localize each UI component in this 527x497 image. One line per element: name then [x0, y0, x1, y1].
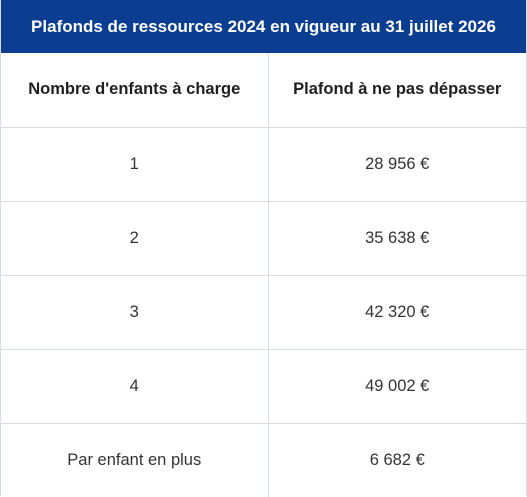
cell-children-count: 4	[1, 349, 268, 424]
cell-children-count: 1	[1, 127, 268, 202]
table-row: 3 42 320 €	[1, 275, 526, 350]
cell-ceiling: 49 002 €	[267, 349, 526, 424]
header-row: Nombre d'enfants à charge Plafond à ne p…	[1, 53, 526, 128]
table-row: 1 28 956 €	[1, 127, 526, 202]
cell-ceiling: 42 320 €	[267, 275, 526, 350]
table-row: Par enfant en plus 6 682 €	[1, 423, 526, 497]
cell-children-count: 3	[1, 275, 268, 350]
cell-children-count: 2	[1, 201, 268, 276]
table-row: 2 35 638 €	[1, 201, 526, 276]
table-row: 4 49 002 €	[1, 349, 526, 424]
ceiling-table: Nombre d'enfants à charge Plafond à ne p…	[1, 53, 526, 497]
cell-ceiling: 6 682 €	[267, 423, 526, 497]
cell-ceiling: 35 638 €	[267, 201, 526, 276]
cell-ceiling: 28 956 €	[267, 127, 526, 202]
cell-children-count: Par enfant en plus	[67, 450, 202, 469]
table-caption: Plafonds de ressources 2024 en vigueur a…	[1, 0, 526, 53]
header-children-count: Nombre d'enfants à charge	[1, 53, 268, 128]
header-ceiling: Plafond à ne pas dépasser	[267, 53, 526, 128]
